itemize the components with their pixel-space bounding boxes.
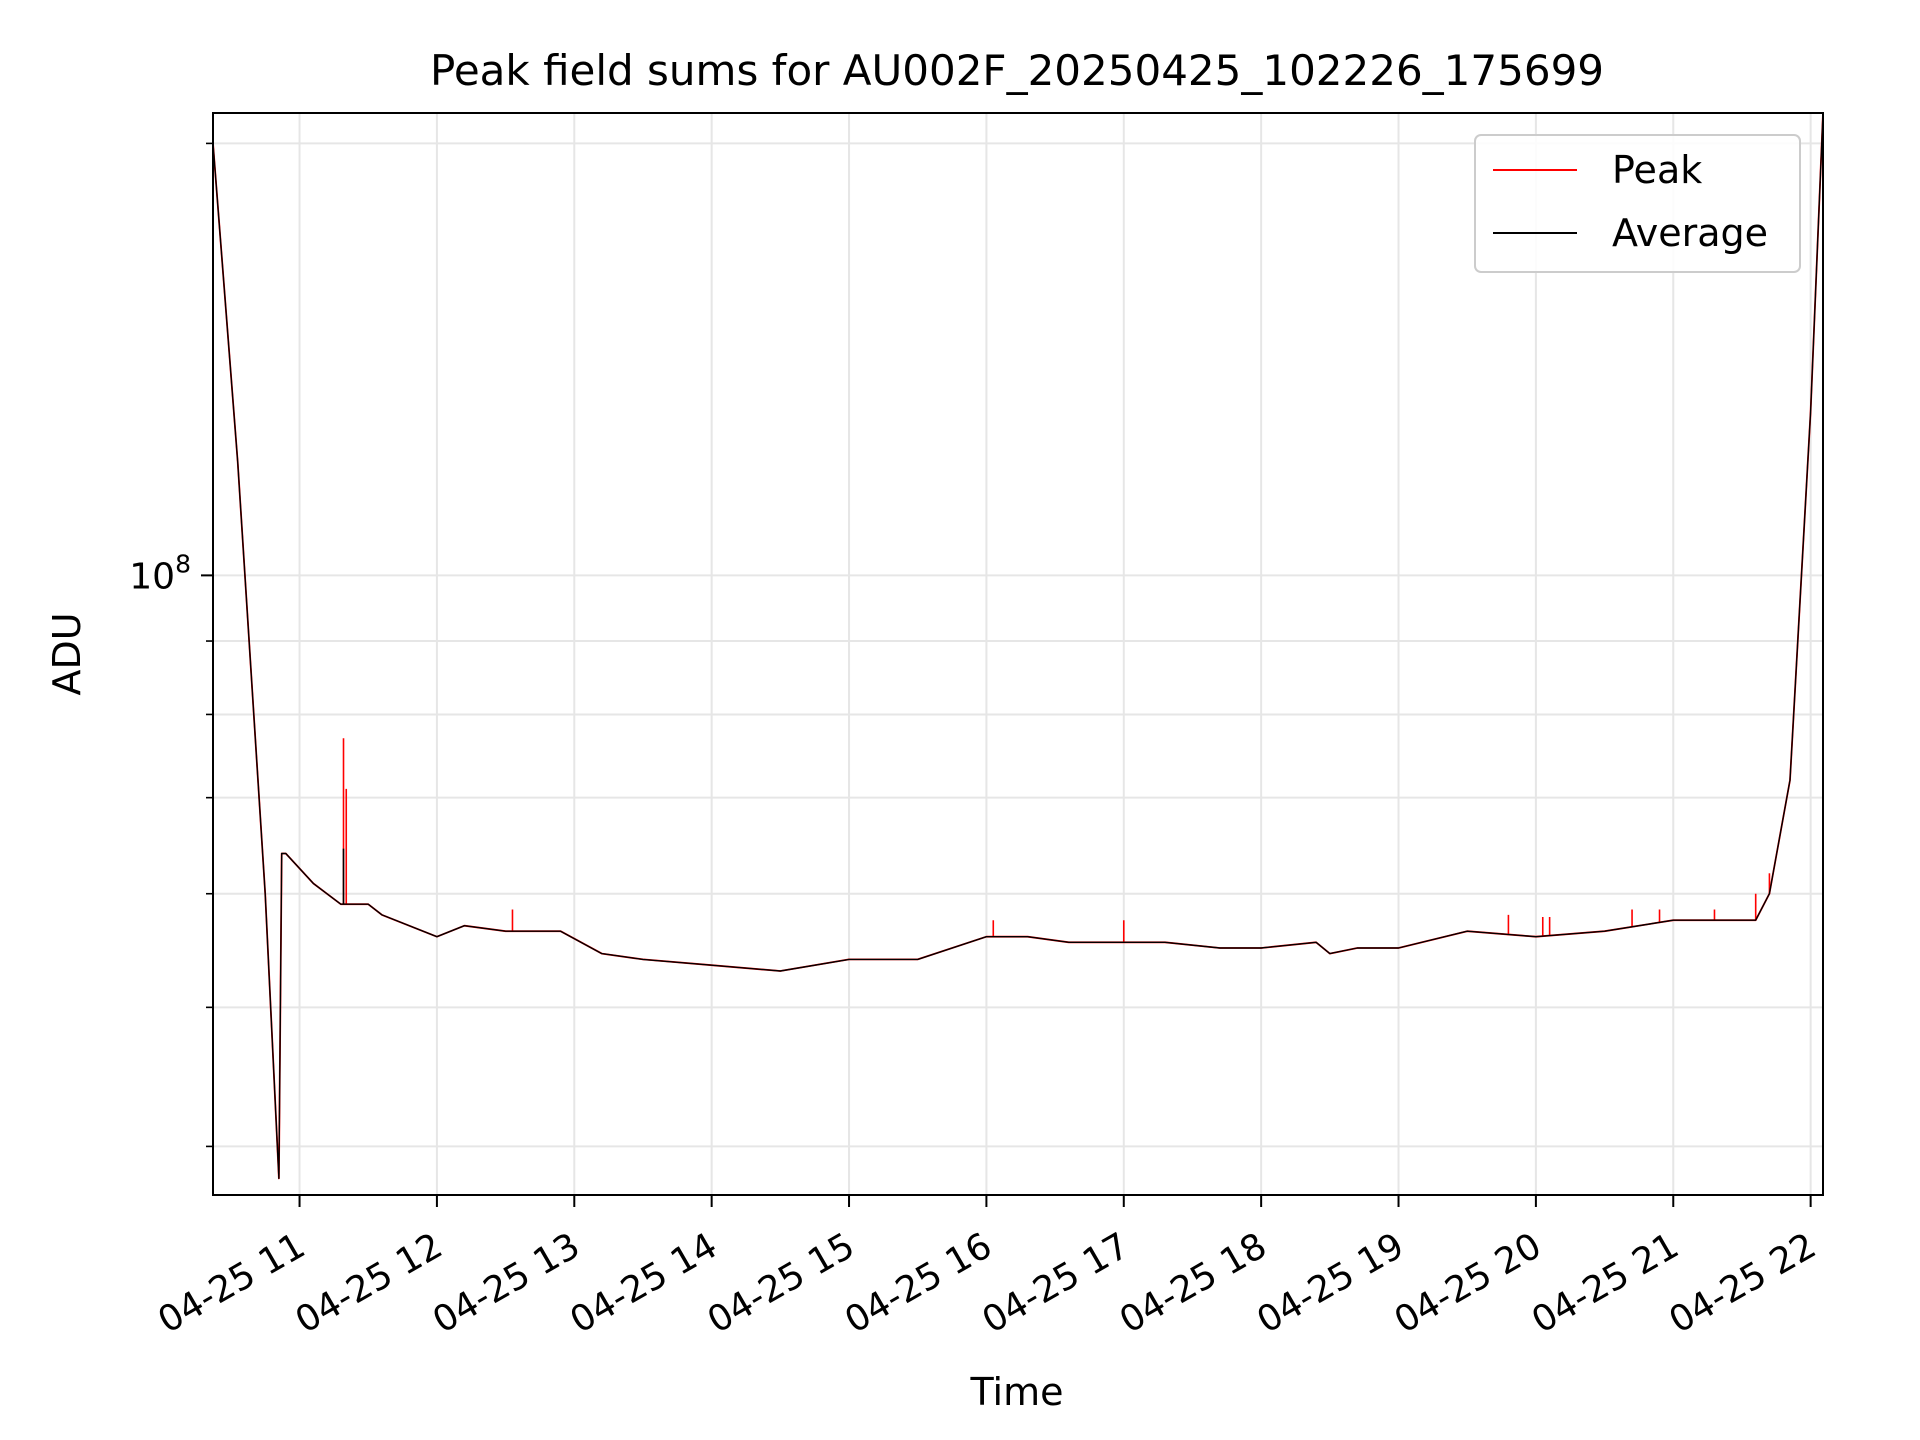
legend-label-average: Average xyxy=(1612,211,1768,255)
series-line-average xyxy=(212,112,1824,1180)
x-axis-label: Time xyxy=(970,1370,1064,1414)
plot-frame xyxy=(212,112,1824,1196)
y-axis-label: ADU xyxy=(45,612,89,695)
legend: Peak Average xyxy=(1474,134,1801,273)
chart-title: Peak field sums for AU002F_20250425_1022… xyxy=(430,46,1604,95)
y-tick-label: 108 xyxy=(129,549,191,597)
legend-label-peak: Peak xyxy=(1612,148,1702,192)
series-layer xyxy=(212,112,1824,1180)
